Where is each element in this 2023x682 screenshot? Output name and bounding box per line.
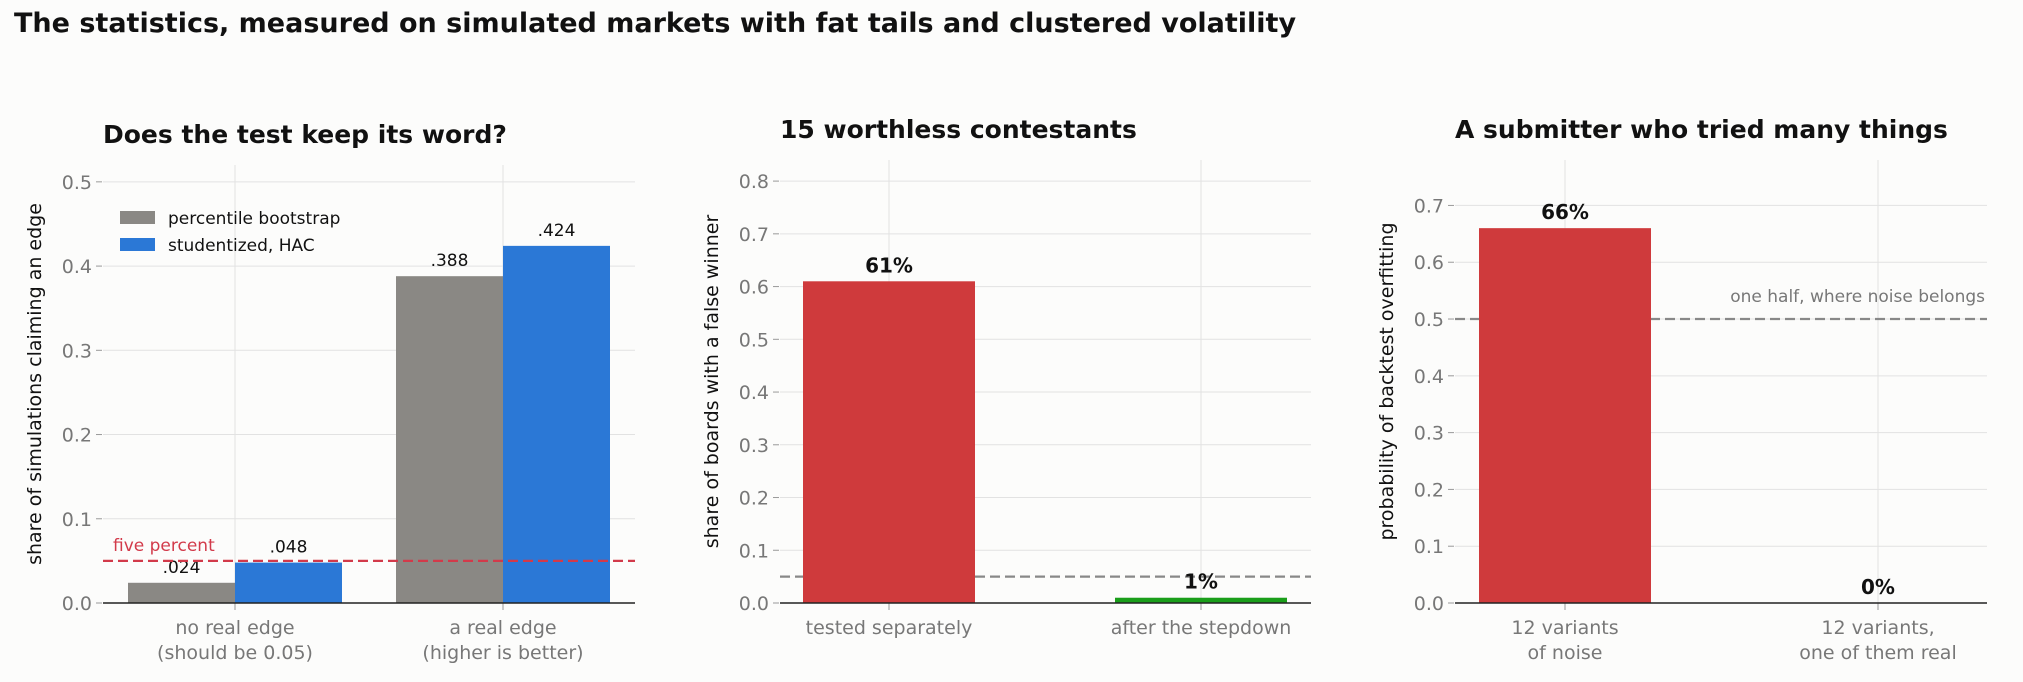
y-tick-label: 0.0	[1414, 593, 1444, 615]
x-tick-label: a real edge	[449, 617, 556, 639]
y-tick-label: 0.5	[739, 329, 769, 351]
x-tick-label: (should be 0.05)	[157, 642, 313, 664]
y-tick-label: 0.3	[1414, 423, 1444, 445]
chart-title: Does the test keep its word?	[103, 120, 507, 149]
chart-title: 15 worthless contestants	[780, 115, 1137, 144]
chart-panel-3: 0.0 0.1 0.2 0.3 0.4 0.5 0.6 0.7 A submitter who …	[1376, 115, 1987, 664]
x-tick-label: 12 variants	[1511, 617, 1618, 639]
chart-panel-2: 0.0 0.1 0.2 0.3 0.4 0.5 0.6 0.7 0.8 15 worthless …	[701, 115, 1311, 639]
y-tick-label: 0.5	[62, 172, 92, 194]
y-tick-label: 0.0	[739, 593, 769, 615]
bar-value-label: 0%	[1861, 575, 1895, 599]
bar-value-label: .388	[431, 251, 469, 271]
y-axis-label: share of simulations claiming an edge	[24, 203, 46, 565]
y-tick-label: 0.0	[62, 593, 92, 615]
y-tick-label: 0.7	[739, 224, 769, 246]
bar	[1115, 597, 1287, 603]
bar-value-label: 1%	[1184, 570, 1218, 594]
y-tick-label: 0.1	[62, 509, 92, 531]
bar-value-label: 61%	[865, 253, 913, 277]
y-tick-label: 0.1	[739, 540, 769, 562]
y-tick-label: 0.3	[739, 435, 769, 457]
bar-value-label: .024	[163, 558, 201, 578]
y-tick-label: 0.3	[62, 340, 92, 362]
reference-line-label: five percent	[113, 536, 215, 556]
x-tick-label: of noise	[1528, 642, 1603, 664]
legend-label: percentile bootstrap	[168, 209, 340, 229]
reference-line-label: one half, where noise belongs	[1730, 287, 1985, 307]
y-tick-label: 0.7	[1414, 195, 1444, 217]
figure-title: The statistics, measured on simulated ma…	[14, 8, 1297, 39]
x-tick-label: tested separately	[806, 617, 973, 639]
y-tick-label: 0.5	[1414, 309, 1444, 331]
x-tick-label: 12 variants,	[1821, 617, 1934, 639]
x-tick-label: (higher is better)	[422, 642, 583, 664]
x-tick-label: one of them real	[1799, 642, 1956, 664]
bar	[235, 562, 342, 603]
legend-label: studentized, HAC	[168, 236, 315, 256]
y-tick-label: 0.2	[1414, 479, 1444, 501]
y-tick-label: 0.4	[1414, 366, 1444, 388]
y-tick-label: 0.4	[739, 382, 769, 404]
x-tick-label: after the stepdown	[1111, 617, 1292, 639]
chart-title: A submitter who tried many things	[1455, 115, 1948, 144]
bar-value-label: 66%	[1541, 200, 1589, 224]
y-axis-label: share of boards with a false winner	[701, 215, 723, 549]
y-tick-label: 0.2	[62, 425, 92, 447]
y-tick-label: 0.1	[1414, 536, 1444, 558]
y-tick-label: 0.8	[739, 171, 769, 193]
y-tick-label: 0.4	[62, 256, 92, 278]
bar	[128, 582, 235, 603]
y-tick-label: 0.6	[739, 277, 769, 299]
bar-value-label: .048	[270, 538, 308, 558]
chart-panel-1: 0.0 0.1 0.2 0.3 0.4 0.5 Does the test keep its…	[24, 120, 635, 664]
bar	[503, 245, 610, 603]
y-tick-label: 0.6	[1414, 252, 1444, 274]
bar-value-label: .424	[538, 221, 576, 241]
bar	[1479, 228, 1651, 603]
y-axis-label: probability of backtest overfitting	[1376, 222, 1398, 540]
bar	[803, 281, 975, 603]
x-tick-label: no real edge	[175, 617, 294, 639]
legend-swatch	[120, 238, 155, 251]
bar	[396, 276, 503, 603]
legend-swatch	[120, 211, 155, 224]
y-tick-label: 0.2	[739, 488, 769, 510]
